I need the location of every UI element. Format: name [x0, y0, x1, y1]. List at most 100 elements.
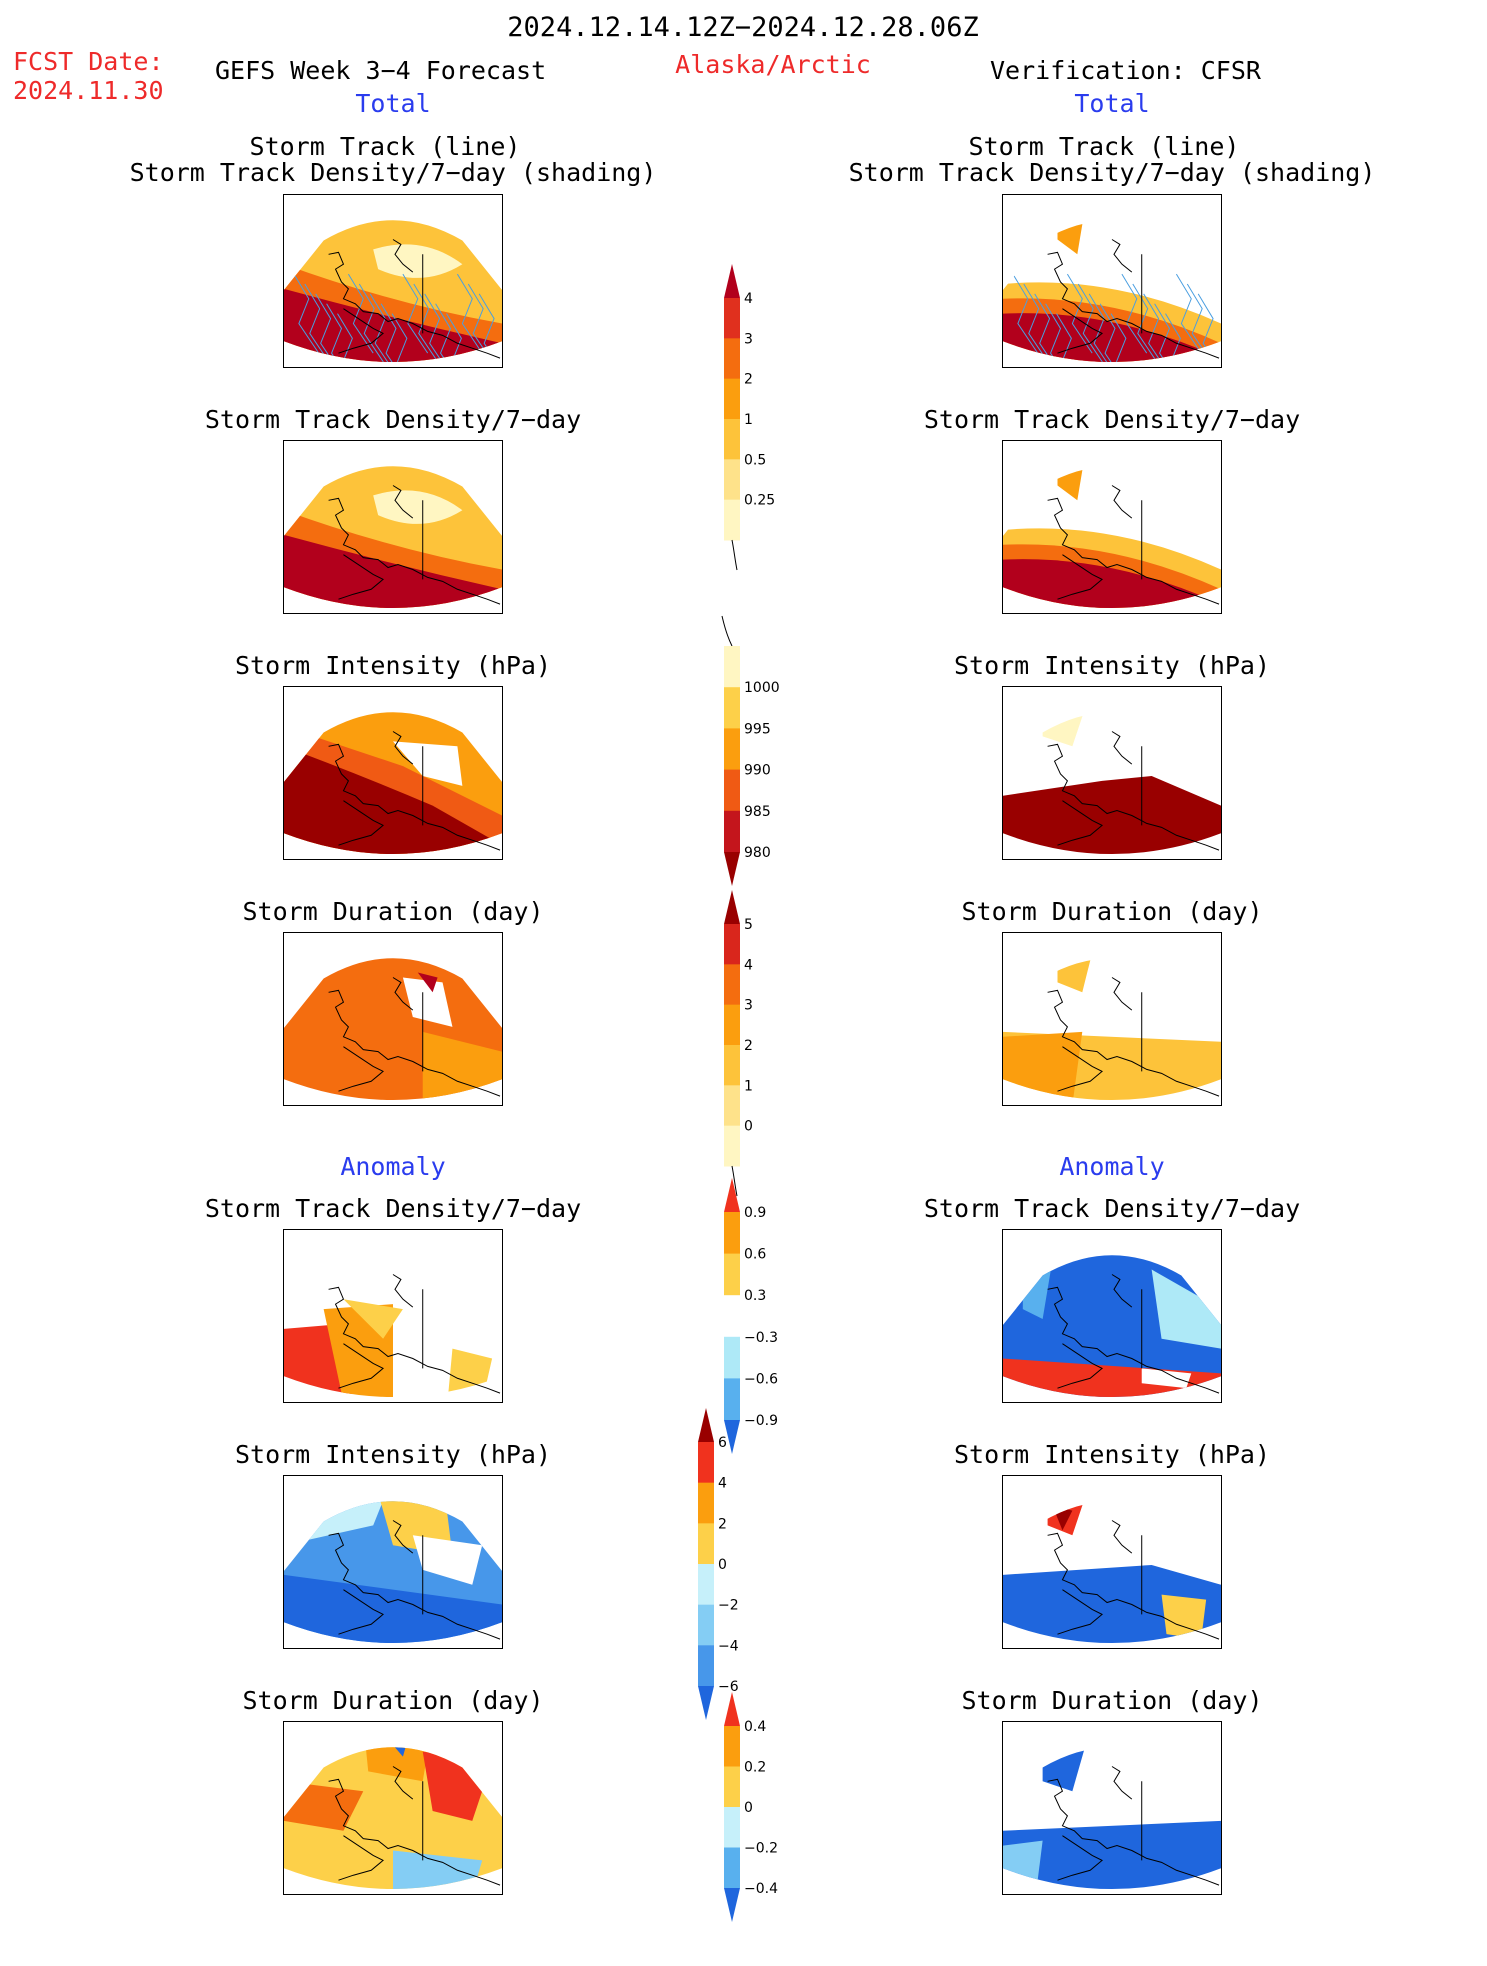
colorbar-tick-label: 2	[744, 372, 753, 388]
storm-track-line	[456, 273, 483, 354]
storm-track-line	[1066, 273, 1093, 354]
colorbar-bottom-arrow	[724, 1888, 740, 1922]
storm-track-line	[1045, 303, 1071, 367]
panel-title-duration-left: Storm Duration (day)	[242, 897, 544, 926]
colorbar-tick-label: 0.5	[744, 452, 766, 468]
map-track-total-forecast	[283, 194, 503, 368]
storm-track-line	[380, 303, 407, 367]
colorbar-tick-label: −4	[718, 1638, 739, 1654]
panel-title-density-anom-left: Storm Track Density/7−day	[204, 1194, 582, 1223]
colorbar-top-arrow	[724, 1692, 740, 1726]
colorbar-svg: 5 4 3 2 1 0	[724, 890, 753, 1197]
colorbar-swatch	[724, 810, 740, 853]
colorbar-swatch	[724, 419, 740, 460]
colorbar-swatch	[724, 1726, 740, 1767]
colorbar-swatch	[724, 1807, 740, 1848]
coastline	[328, 731, 501, 851]
map-svg	[284, 712, 502, 859]
storm-track-line	[402, 273, 429, 354]
colorbar-swatch	[724, 1045, 740, 1086]
storm-track-line	[1175, 273, 1202, 354]
colorbar-tick-label: 0.6	[744, 1247, 766, 1263]
map-shading	[417, 972, 438, 993]
colorbar-swatch	[724, 687, 740, 729]
colorbar-swatch	[724, 499, 740, 541]
map-shading	[1003, 1031, 1083, 1105]
colorbar-tick-label: 995	[744, 721, 771, 737]
panel-title-track-shading-right: Storm Track Density/7−day (shading)	[848, 158, 1376, 187]
coastline	[328, 239, 501, 359]
map-shading	[1003, 775, 1221, 859]
panel-title-duration-anom-right: Storm Duration (day)	[961, 1686, 1263, 1715]
colorbar-top-arrow	[724, 890, 740, 924]
colorbar-tick-label: 0.2	[744, 1760, 766, 1776]
map-svg	[284, 220, 502, 367]
colorbar-swatch	[724, 646, 740, 688]
coastline	[1047, 1520, 1220, 1640]
coastline	[1047, 977, 1220, 1097]
coastline	[328, 485, 501, 605]
colorbar-duration-anomaly: 0.4 0.2 0 −0.2 −0.4	[724, 1692, 804, 1966]
storm-track-line	[424, 293, 450, 367]
colorbar-top-line	[721, 615, 733, 647]
colorbar-tick-label: −0.2	[744, 1841, 778, 1857]
coastline	[1047, 485, 1220, 605]
map-duration-anomaly-forecast	[283, 1721, 503, 1895]
map-duration-total-verification	[1002, 932, 1222, 1106]
colorbar-svg: 6 4 2 0 −2 −4 −6	[698, 1408, 739, 1720]
colorbar-tick-label: 1000	[744, 680, 780, 696]
colorbar-tick-label: 3	[744, 331, 753, 347]
colorbar-swatch	[724, 728, 740, 771]
colorbar-tick-label: 990	[744, 763, 771, 779]
colorbar-tick-label: 0.25	[744, 493, 775, 509]
panel-title-track-line-right: Storm Track (line)	[968, 132, 1240, 161]
colorbar-swatch	[698, 1604, 714, 1646]
map-svg	[284, 1501, 502, 1648]
coastline	[1047, 239, 1220, 359]
storm-track-line	[1110, 313, 1137, 367]
colorbar-swatch	[698, 1523, 714, 1565]
storm-track-line	[391, 313, 418, 367]
colorbar-tick-label: 0.9	[744, 1205, 766, 1221]
panel-title-intensity-anom-left: Storm Intensity (hPa)	[234, 1440, 552, 1469]
colorbar-tick-label: 4	[744, 957, 753, 973]
map-track-total-verification	[1002, 194, 1222, 368]
colorbar-svg: 0.4 0.2 0 −0.2 −0.4	[724, 1692, 778, 1922]
storm-track-line	[1099, 303, 1126, 367]
storm-track-line	[304, 283, 330, 364]
colorbar-swatch	[724, 964, 740, 1006]
colorbar-svg: 1000 995 990 985 980	[721, 615, 780, 886]
colorbar-swatch	[698, 1442, 714, 1484]
colorbar-tick-label: 0	[718, 1557, 727, 1573]
coastline	[1047, 1766, 1220, 1886]
colorbar-swatch	[724, 1004, 740, 1046]
panel-title-density-right: Storm Track Density/7−day	[923, 405, 1301, 434]
colorbar-swatch	[724, 1766, 740, 1808]
colorbar-bottom-line	[731, 539, 738, 571]
map-density-total-forecast	[283, 440, 503, 614]
map-svg	[1003, 1501, 1221, 1648]
colorbar-tick-label: 4	[718, 1476, 727, 1492]
map-shading	[1003, 1255, 1221, 1402]
storm-track-line	[369, 293, 396, 367]
map-shading	[373, 1501, 453, 1556]
colorbar-intensity-total: 1000 995 990 985 980	[721, 615, 804, 930]
verification-title: Verification: CFSR	[990, 56, 1261, 85]
colorbar-swatch	[724, 298, 740, 339]
map-density-anomaly-verification	[1002, 1229, 1222, 1403]
colorbar-tick-label: 0	[744, 1800, 753, 1816]
map-svg	[1003, 1255, 1221, 1402]
colorbar-swatch	[724, 1378, 740, 1421]
colorbar-tick-label: 2	[744, 1038, 753, 1054]
colorbar-swatch	[724, 924, 740, 965]
colorbar-swatch	[724, 769, 740, 812]
map-shading	[284, 288, 502, 367]
storm-track-line	[435, 303, 461, 367]
coastline	[328, 977, 501, 1097]
map-intensity-total-verification	[1002, 686, 1222, 860]
map-intensity-anomaly-verification	[1002, 1475, 1222, 1649]
map-svg	[284, 466, 502, 613]
panel-title-density-left: Storm Track Density/7−day	[204, 405, 582, 434]
map-shading	[1003, 1840, 1043, 1881]
map-shading	[1161, 1594, 1207, 1640]
